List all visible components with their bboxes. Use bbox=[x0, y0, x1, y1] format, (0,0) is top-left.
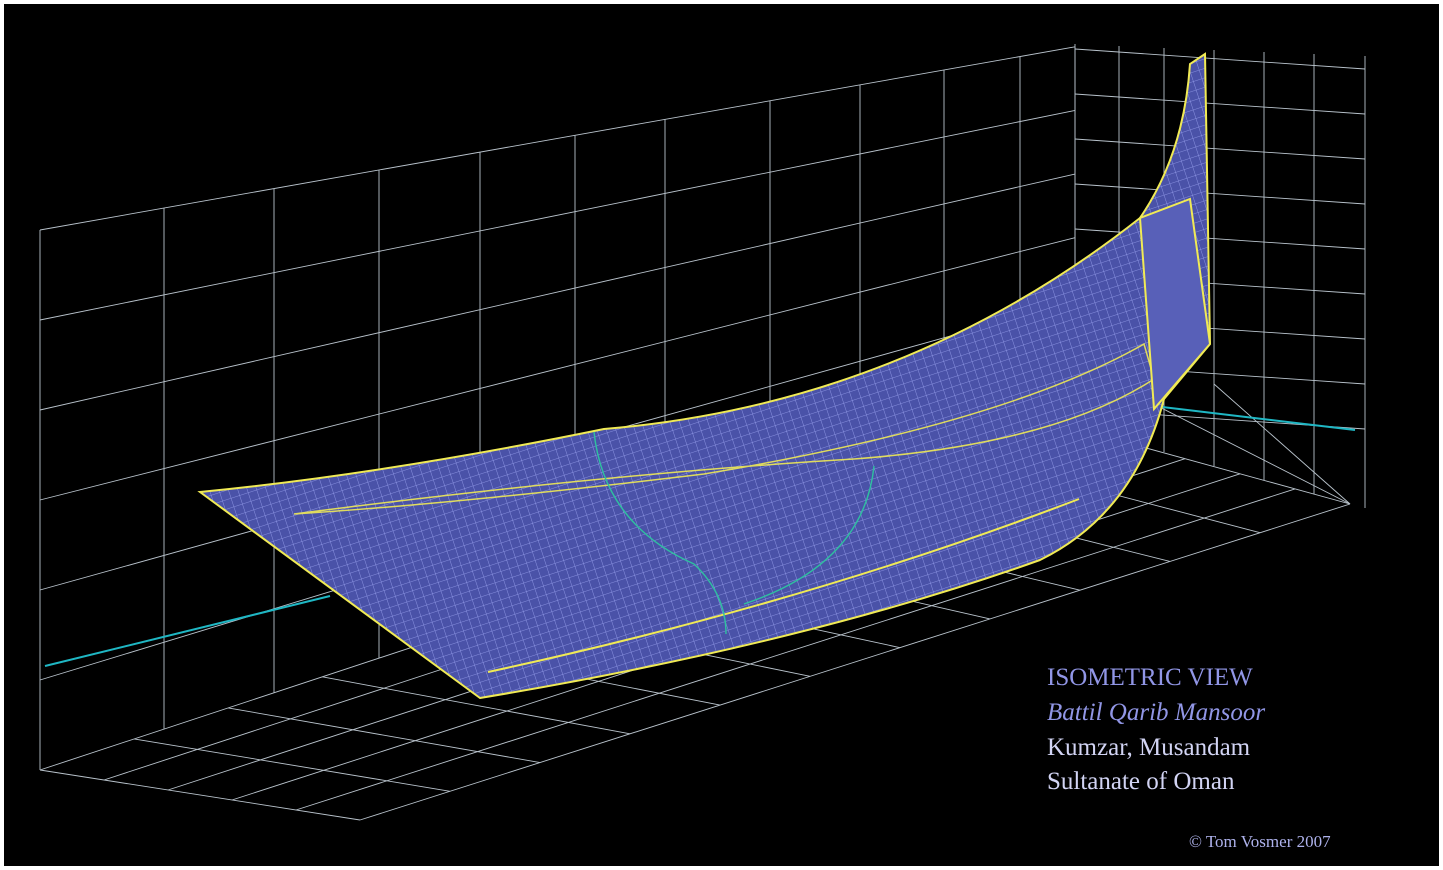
grid-line bbox=[1075, 184, 1365, 204]
grid-line bbox=[40, 770, 360, 820]
grid-line bbox=[1214, 384, 1350, 504]
credit: © Tom Vosmer 2007 bbox=[1189, 832, 1331, 852]
render-view: ISOMETRIC VIEW Battil Qarib Mansoor Kumz… bbox=[4, 4, 1439, 866]
caption-place: Kumzar, Musandam bbox=[1047, 734, 1250, 762]
grid-line bbox=[40, 47, 1075, 230]
grid-line bbox=[1075, 94, 1365, 114]
caption-title: ISOMETRIC VIEW bbox=[1047, 664, 1253, 692]
grid-line bbox=[1075, 49, 1365, 69]
caption-country: Sultanate of Oman bbox=[1047, 768, 1234, 796]
grid-line bbox=[134, 739, 450, 791]
hull bbox=[200, 54, 1210, 698]
grid-line bbox=[228, 708, 540, 763]
grid-line bbox=[40, 110, 1075, 320]
caption-vessel: Battil Qarib Mansoor bbox=[1047, 699, 1265, 727]
grid-line bbox=[1075, 139, 1365, 159]
